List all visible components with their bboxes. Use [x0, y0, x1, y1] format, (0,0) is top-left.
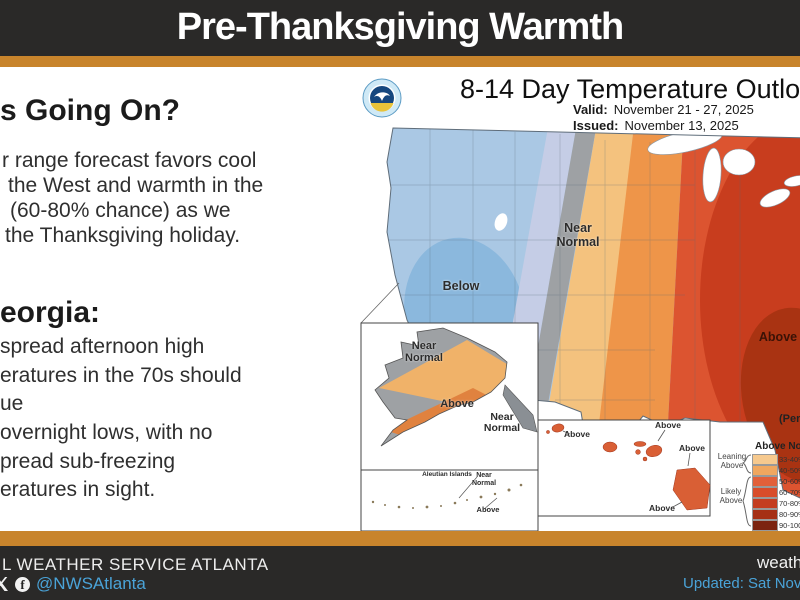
legend-group-leaning-above: Leaning Above: [717, 452, 747, 471]
alaska-tan-zone: [379, 340, 507, 410]
aleutian-islands-dots: [371, 483, 523, 509]
alaska-se-panhandle: [502, 384, 538, 433]
paragraph-line: ue: [0, 392, 24, 415]
paragraph-line: (60-80% chance) as we: [10, 199, 231, 222]
alaska-label-near-normal: Near Normal: [405, 340, 443, 364]
band-above-orange: [593, 128, 685, 480]
paragraph-line: the West and warmth in the: [8, 174, 264, 197]
valid-date-row: Valid: November 21 - 27, 2025: [573, 102, 754, 117]
legend-swatch: [752, 498, 778, 509]
page-title: Pre-Thanksgiving Warmth: [176, 6, 624, 48]
temperature-outlook-map: [360, 127, 800, 531]
bottom-accent-stripe: [0, 531, 800, 546]
inset-connector-line: [360, 282, 400, 324]
footer-updated-timestamp: Updated: Sat Nov: [683, 575, 800, 592]
legend-range: 33-40%: [779, 455, 800, 464]
map-label-below: Below: [442, 279, 480, 293]
hawaii-label-above-4: Above: [649, 503, 675, 513]
paragraph-line: r range forecast favors cool: [2, 149, 257, 172]
paragraph-line: pread sub-freezing: [0, 450, 176, 473]
paragraph-line: overnight lows, with no: [0, 421, 213, 444]
legend-range: 60-70%: [779, 488, 800, 497]
map-label-near-normal: Near Normal: [556, 221, 600, 249]
alaska-outline: [374, 327, 508, 447]
hawaii-pointer-lines: [562, 429, 691, 509]
top-title-bar: [0, 0, 800, 56]
footer-social-row: f @NWSAtlanta: [0, 574, 146, 594]
hawaii-islands: [546, 423, 711, 511]
legend-swatch: [752, 520, 778, 531]
issued-value: November 13, 2025: [624, 118, 739, 133]
alaska-label-above: Above: [440, 398, 474, 410]
legend-swatch: [752, 476, 778, 487]
hawaii-label-above-2: Above: [655, 420, 681, 430]
legend-swatch: [752, 465, 778, 476]
legend-range: 40-50%: [779, 466, 800, 475]
map-label-above: Above: [758, 330, 798, 344]
paragraph-line: spread afternoon high: [0, 335, 205, 358]
legend-header: Above Normal: [755, 441, 800, 452]
section-heading-for-georgia: eorgia:: [0, 296, 101, 329]
aleutian-pointer-lines: [458, 476, 498, 511]
legend-range: 90-100%: [779, 521, 800, 530]
aleutian-inset-box: [360, 469, 539, 531]
legend-swatch: [752, 509, 778, 520]
hawaii-label-above-3: Above: [679, 443, 705, 453]
legend-subtitle: (Percent Chance): [779, 413, 800, 425]
band-near-normal: [527, 128, 601, 410]
footer-website: weather.gov/atlanta: [757, 553, 800, 572]
aleutian-label-above: Above: [476, 505, 500, 514]
valid-value: November 21 - 27, 2025: [613, 102, 754, 117]
paragraph-line: the Thanksgiving holiday.: [5, 224, 241, 247]
facebook-icon: f: [15, 576, 30, 592]
issued-label: Issued:: [573, 118, 619, 133]
issued-date-row: Issued: November 13, 2025: [573, 118, 739, 133]
hawaii-label-above-1: Above: [564, 429, 590, 439]
x-icon: [0, 577, 8, 591]
band-above-tan: [547, 128, 637, 470]
paragraph-line: eratures in the 70s should: [0, 364, 242, 387]
footer-social-handle: @NWSAtlanta: [36, 574, 146, 593]
outlook-map-title: 8-14 Day Temperature Outlook: [460, 74, 800, 104]
paragraph-line: eratures in sight.: [0, 478, 156, 501]
legend-braces: [741, 454, 752, 527]
legend-swatch: [752, 454, 778, 465]
legend-range: 80-90%: [779, 510, 800, 519]
legend-range: 70-80%: [779, 499, 800, 508]
legend-range: 50-60%: [779, 477, 800, 486]
noaa-logo-icon: [362, 78, 402, 118]
top-accent-stripe: [0, 56, 800, 67]
footer-bar: [0, 546, 800, 600]
section-heading-whats-going-on: s Going On?: [0, 94, 180, 127]
footer-agency-name: L WEATHER SERVICE ATLANTA: [2, 555, 269, 574]
aleutian-label-near-normal: Near Normal: [471, 472, 497, 487]
valid-label: Valid:: [573, 102, 608, 117]
legend-swatch: [752, 487, 778, 498]
alaska-se-label-near-normal: Near Normal: [483, 411, 521, 435]
legend-group-likely-above: Likely Above: [719, 487, 743, 506]
aleutian-islands-label: Aleutian Islands: [422, 471, 472, 478]
